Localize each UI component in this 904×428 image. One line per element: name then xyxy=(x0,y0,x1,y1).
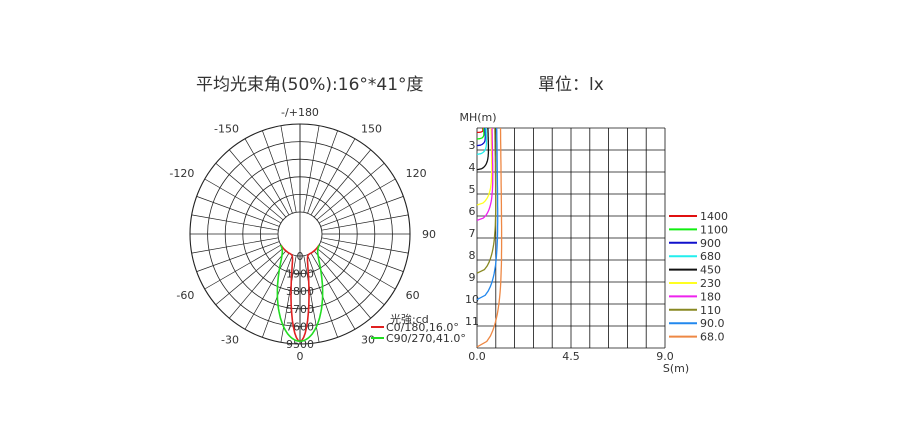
iso-y-tick-label: 11 xyxy=(465,315,479,328)
polar-grid-spoke xyxy=(196,241,280,272)
iso-legend-label: 90.0 xyxy=(700,317,725,330)
polar-angle-label: 150 xyxy=(361,122,382,135)
iso-contour xyxy=(476,127,499,301)
iso-y-tick-label: 5 xyxy=(469,183,476,196)
iso-contour xyxy=(476,127,503,348)
iso-legend-label: 230 xyxy=(700,277,721,290)
iso-x-tick-label: 9.0 xyxy=(656,350,674,363)
polar-grid-spoke xyxy=(229,149,287,218)
polar-angle-label: 120 xyxy=(406,167,427,180)
polar-grid-spoke xyxy=(313,250,371,319)
polar-grid-spoke xyxy=(307,130,338,214)
iso-legend-label: 68.0 xyxy=(700,331,725,344)
polar-grid-spoke xyxy=(204,244,282,290)
polar-grid-spoke xyxy=(310,138,356,216)
iso-y-tick-label: 8 xyxy=(469,249,476,262)
iso-legend-label: 110 xyxy=(700,304,721,317)
polar-radial-label: 0 xyxy=(297,250,304,263)
polar-angle-label: 60 xyxy=(406,289,420,302)
polar-angle-label: -60 xyxy=(176,289,194,302)
polar-grid-spoke xyxy=(204,178,282,224)
polar-grid-spoke xyxy=(313,149,371,218)
iso-legend-label: 450 xyxy=(700,264,721,277)
polar-angle-label: -150 xyxy=(214,122,239,135)
polar-grid-spoke xyxy=(321,237,409,254)
iso-legend-label: 1400 xyxy=(700,210,728,223)
iso-legend-label: 180 xyxy=(700,290,721,303)
iso-y-tick-label: 7 xyxy=(469,227,476,240)
polar-angle-label: 30 xyxy=(361,334,375,347)
polar-angle-label: -30 xyxy=(221,334,239,347)
polar-grid-spoke xyxy=(262,130,293,214)
polar-series-curve xyxy=(276,244,324,343)
iso-contour xyxy=(476,128,486,147)
polar-grid-spoke xyxy=(318,244,396,290)
polar-grid-spoke xyxy=(320,241,404,272)
polar-grid-spoke xyxy=(191,214,279,231)
iso-x-axis-label: S(m) xyxy=(663,362,689,375)
polar-grid-spoke xyxy=(196,196,280,227)
polar-radial-label: 5700 xyxy=(286,303,314,316)
iso-contour xyxy=(476,128,485,140)
polar-grid-spoke xyxy=(310,252,356,330)
polar-legend-label: C0/180,16.0° xyxy=(386,321,459,334)
polar-radial-label: 9500 xyxy=(286,338,314,351)
iso-legend-label: 900 xyxy=(700,237,721,250)
iso-legend-label: 1100 xyxy=(700,223,728,236)
polar-angle-label: -120 xyxy=(169,167,194,180)
polar-grid-spoke xyxy=(244,138,290,216)
polar-angle-label: 0 xyxy=(297,350,304,363)
iso-x-tick-label: 0.0 xyxy=(468,350,486,363)
polar-legend-title: 光強:cd xyxy=(390,312,429,326)
polar-angle-label: 90 xyxy=(422,228,436,241)
polar-angle-label: -/+180 xyxy=(281,106,319,119)
polar-grid-spoke xyxy=(215,247,284,305)
iso-contour xyxy=(476,128,497,274)
polar-grid-spoke xyxy=(316,163,385,221)
iso-y-tick-label: 3 xyxy=(469,139,476,152)
polar-grid-spoke xyxy=(303,125,320,213)
polar-grid-spoke xyxy=(191,237,279,254)
iso-x-tick-label: 4.5 xyxy=(562,350,580,363)
polar-chart-title: 平均光束角(50%):16°*41°度 xyxy=(196,75,424,95)
polar-grid-spoke xyxy=(320,196,404,227)
iso-y-tick-label: 6 xyxy=(469,205,476,218)
iso-chart-title: 單位：lx xyxy=(538,75,604,95)
polar-grid-spoke xyxy=(215,163,284,221)
polar-grid-spoke xyxy=(316,247,385,305)
iso-y-tick-label: 4 xyxy=(469,161,476,174)
polar-grid-spoke xyxy=(229,250,287,319)
iso-y-axis-label: MH(m) xyxy=(459,111,496,124)
iso-y-tick-label: 9 xyxy=(469,271,476,284)
polar-radial-label: 3800 xyxy=(286,285,314,298)
polar-grid-spoke xyxy=(244,252,290,330)
iso-contour xyxy=(476,128,488,156)
iso-contour xyxy=(476,127,494,222)
polar-grid-spoke xyxy=(318,178,396,224)
polar-grid-spoke xyxy=(280,125,297,213)
iso-legend-label: 680 xyxy=(700,250,721,263)
polar-radial-label: 1900 xyxy=(286,268,314,281)
iso-contour xyxy=(476,128,490,171)
polar-legend-label: C90/270,41.0° xyxy=(386,332,466,345)
iso-contour xyxy=(476,128,493,206)
iso-y-tick-label: 10 xyxy=(465,293,479,306)
polar-grid-spoke xyxy=(321,214,409,231)
iso-contour xyxy=(476,127,484,134)
